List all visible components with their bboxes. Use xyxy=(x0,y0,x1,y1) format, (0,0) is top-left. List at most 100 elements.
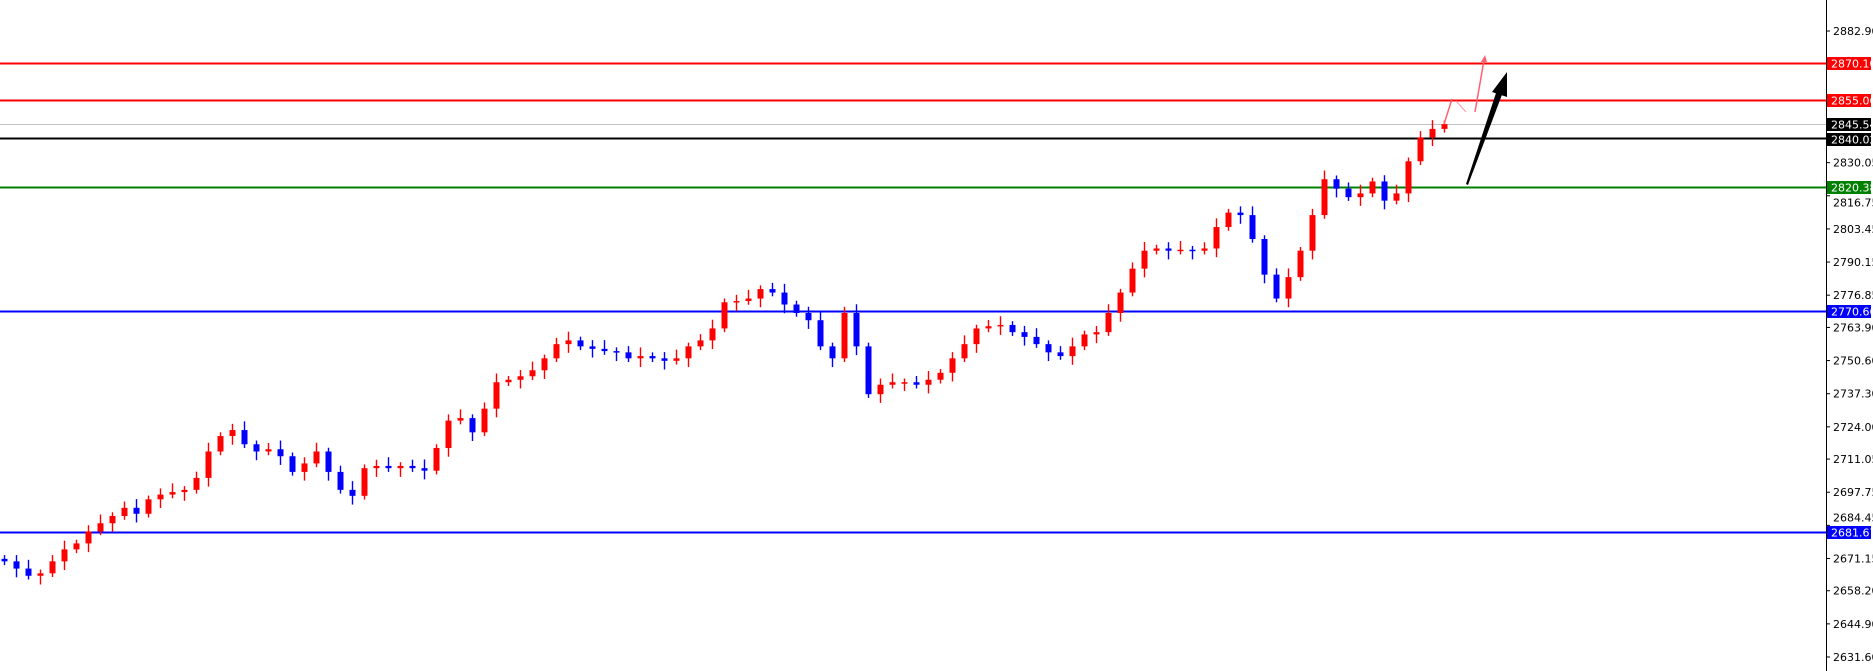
bullish-candle xyxy=(505,379,512,383)
bullish-candle xyxy=(1093,332,1100,335)
bullish-candle xyxy=(265,449,272,452)
bearish-candle xyxy=(613,351,620,353)
y-tick-label: 2790.15 xyxy=(1833,256,1873,269)
bullish-candle xyxy=(721,302,728,329)
bearish-candle xyxy=(1345,188,1352,198)
bullish-candle xyxy=(889,382,896,385)
bullish-candle xyxy=(49,561,56,574)
bearish-candle xyxy=(13,561,20,569)
bullish-candle xyxy=(457,418,464,421)
bullish-candle xyxy=(157,494,164,500)
y-tick-label: 2763.90 xyxy=(1833,321,1873,334)
price-label-box xyxy=(1827,133,1871,146)
y-tick-label: 2803.45 xyxy=(1833,223,1873,236)
bullish-candle xyxy=(1177,249,1184,252)
bearish-candle xyxy=(1045,344,1052,353)
bullish-candle xyxy=(1297,250,1304,278)
bearish-candle xyxy=(1021,332,1028,337)
bullish-candle xyxy=(973,328,980,345)
bullish-candle xyxy=(1141,250,1148,269)
bullish-candle xyxy=(985,326,992,329)
bearish-candle xyxy=(913,382,920,385)
price-label-box xyxy=(1827,94,1871,107)
bearish-candle xyxy=(1333,179,1340,189)
bullish-candle xyxy=(397,465,404,469)
bearish-candle xyxy=(253,444,260,452)
projection-path-target xyxy=(1474,59,1485,113)
bullish-candle xyxy=(733,301,740,303)
bearish-candle xyxy=(589,346,596,349)
bearish-candle xyxy=(781,292,788,305)
bullish-candle xyxy=(433,448,440,471)
price-label-box xyxy=(1827,181,1871,194)
bullish-candle xyxy=(1153,248,1160,251)
projection-path-pullback xyxy=(1455,100,1467,113)
bearish-candle xyxy=(805,312,812,321)
bullish-candle xyxy=(445,420,452,449)
bullish-candle xyxy=(37,573,44,576)
bullish-candle xyxy=(565,340,572,345)
price-label: 2820.38 xyxy=(1831,182,1873,195)
price-label: 2845.54 xyxy=(1831,119,1873,132)
y-tick-label: 2776.85 xyxy=(1833,289,1873,302)
bullish-candle xyxy=(961,344,968,359)
bearish-candle xyxy=(1381,181,1388,201)
bullish-candle xyxy=(685,346,692,359)
y-tick-label: 2816.75 xyxy=(1833,197,1873,210)
y-tick-label: 2724.00 xyxy=(1833,421,1873,434)
bullish-candle xyxy=(1441,124,1448,129)
bullish-candle xyxy=(1129,268,1136,293)
bearish-candle xyxy=(625,352,632,359)
bearish-candle xyxy=(1273,274,1280,299)
bullish-candle xyxy=(757,289,764,299)
bearish-candle xyxy=(1057,352,1064,357)
bullish-candle xyxy=(949,358,956,373)
bearish-candle xyxy=(1,558,8,562)
bullish-candle xyxy=(997,324,1004,327)
bullish-candle xyxy=(1321,179,1328,216)
bearish-candle xyxy=(661,358,668,361)
bullish-candle xyxy=(361,468,368,496)
price-label: 2870.10 xyxy=(1831,58,1873,71)
y-tick-label: 2631.60 xyxy=(1833,651,1873,664)
bullish-candle xyxy=(121,507,128,517)
bullish-candle xyxy=(1285,277,1292,299)
y-tick-label: 2830.05 xyxy=(1833,157,1873,170)
bullish-candle xyxy=(925,379,932,385)
bearish-candle xyxy=(577,340,584,347)
trend-arrow-up-icon xyxy=(1492,72,1507,97)
bearish-candle xyxy=(601,348,608,352)
bullish-candle xyxy=(841,312,848,359)
bullish-candle xyxy=(541,358,548,371)
bullish-candle xyxy=(1225,212,1232,228)
bearish-candle xyxy=(1033,336,1040,345)
price-label: 2840.02 xyxy=(1831,134,1873,147)
bearish-candle xyxy=(25,568,32,576)
bullish-candle xyxy=(709,328,716,341)
bullish-candle xyxy=(1369,181,1376,194)
y-tick-label: 2737.30 xyxy=(1833,388,1873,401)
price-label: 2681.67 xyxy=(1831,527,1873,540)
bullish-candle xyxy=(1429,128,1436,138)
bearish-candle xyxy=(421,468,428,471)
bullish-candle xyxy=(85,531,92,544)
bullish-candle xyxy=(1393,193,1400,201)
bullish-candle xyxy=(493,382,500,409)
bullish-candle xyxy=(373,465,380,469)
bearish-candle xyxy=(385,465,392,469)
bullish-candle xyxy=(109,516,116,524)
bullish-candle xyxy=(529,370,536,377)
bearish-candle xyxy=(1009,324,1016,333)
bullish-candle xyxy=(901,382,908,384)
y-tick-label: 2658.20 xyxy=(1833,585,1873,598)
bullish-candle xyxy=(1069,346,1076,357)
bearish-candle xyxy=(277,449,284,457)
bearish-candle xyxy=(1189,249,1196,252)
bullish-candle xyxy=(1105,312,1112,333)
bearish-candle xyxy=(1249,215,1256,240)
bullish-candle xyxy=(1417,137,1424,162)
bullish-candle xyxy=(229,430,236,437)
bearish-candle xyxy=(409,465,416,469)
